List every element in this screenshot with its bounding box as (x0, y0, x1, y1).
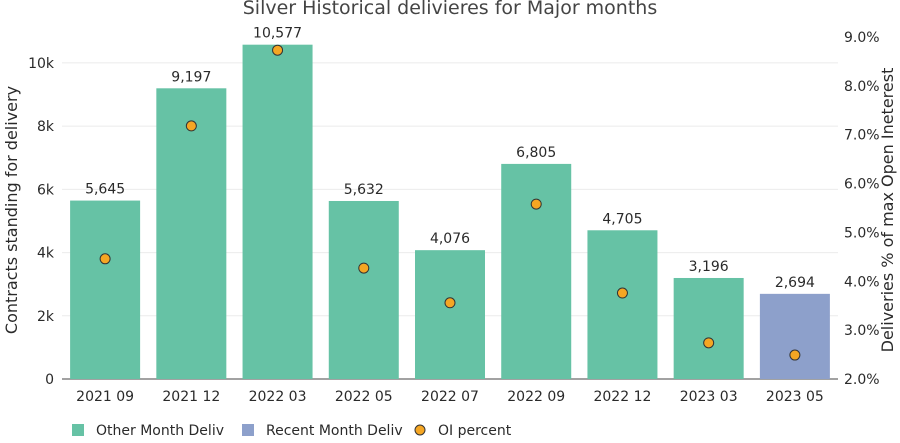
oi-percent-point (444, 297, 456, 309)
bar (242, 44, 313, 379)
x-tick-label: 2022 07 (421, 389, 479, 405)
legend: Other Month Deliv Recent Month Deliv OI pe… (72, 423, 512, 439)
chart-title: Silver Historical delivieres for Major m… (243, 0, 658, 19)
bar-data-label: 6,805 (516, 145, 556, 161)
x-tick-label: 2021 09 (76, 389, 134, 405)
bar-data-label: 2,694 (775, 275, 815, 291)
x-tick-label: 2022 12 (593, 389, 651, 405)
legend-label: OI percent (438, 423, 512, 439)
x-tick-label: 2022 09 (507, 389, 565, 405)
oi-percent-point (358, 262, 370, 274)
legend-marker (414, 424, 426, 436)
bar (415, 250, 485, 379)
oi-percent-point (530, 198, 542, 210)
y2-tick-label: 7.0% (844, 128, 880, 144)
bar (673, 277, 744, 379)
oi-percent-point (272, 44, 284, 56)
legend-label: Recent Month Deliv (266, 423, 403, 439)
oi-percent-point (789, 349, 801, 361)
bar (501, 163, 572, 379)
bar-data-label: 3,196 (689, 259, 729, 275)
y-tick-label: 0 (45, 372, 54, 388)
bar (328, 200, 399, 379)
y2-tick-label: 9.0% (844, 30, 880, 46)
y-tick-label: 4k (37, 246, 55, 262)
bar-data-label: 10,577 (253, 26, 302, 42)
bar (759, 293, 830, 379)
y2-tick-label: 4.0% (844, 274, 880, 290)
oi-percent-point (616, 287, 628, 299)
y-tick-label: 8k (37, 119, 55, 135)
legend-swatch (242, 424, 254, 436)
legend-swatch (72, 424, 84, 436)
x-tick-label: 2021 12 (162, 389, 220, 405)
x-tick-label: 2023 03 (680, 389, 738, 405)
bar-data-label: 4,076 (430, 231, 470, 247)
bar (156, 88, 227, 380)
y2-tick-label: 5.0% (844, 225, 880, 241)
oi-percent-point (99, 253, 111, 265)
bar-data-label: 4,705 (602, 211, 642, 227)
x-tick-label: 2022 03 (249, 389, 307, 405)
x-tick-label: 2022 05 (335, 389, 393, 405)
oi-percent-point (703, 337, 715, 349)
bar-data-label: 9,197 (171, 69, 211, 85)
y2-axis-label: Deliveries % of max Open Ineterest (878, 68, 897, 353)
bar-data-label: 5,632 (344, 182, 384, 198)
y-tick-label: 2k (37, 309, 55, 325)
legend-label: Other Month Deliv (96, 423, 224, 439)
bar (70, 200, 141, 379)
y-axis-label: Contracts standing for delivery (2, 86, 21, 334)
y-tick-label: 6k (37, 182, 55, 198)
y-tick-label: 10k (28, 56, 55, 72)
y2-tick-label: 3.0% (844, 323, 880, 339)
bar (587, 230, 658, 379)
oi-percent-point (185, 120, 197, 132)
x-tick-label: 2023 05 (766, 389, 824, 405)
y2-tick-label: 6.0% (844, 177, 880, 193)
bar-data-label: 5,645 (85, 182, 125, 198)
y2-tick-label: 2.0% (844, 372, 880, 388)
y2-tick-label: 8.0% (844, 79, 880, 95)
